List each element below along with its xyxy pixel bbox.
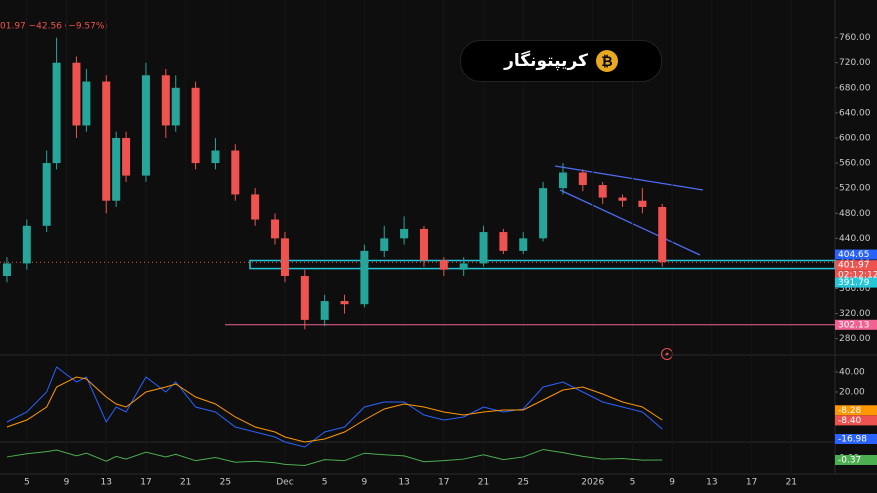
y-tick-label: 640.00 bbox=[839, 108, 871, 118]
x-tick-label: 9 bbox=[64, 478, 70, 488]
indicator-label-box bbox=[835, 415, 877, 426]
candle-body bbox=[598, 185, 607, 198]
candle-body bbox=[72, 62, 81, 126]
indicator-label-box bbox=[835, 405, 877, 416]
x-tick-label: 17 bbox=[438, 478, 449, 488]
x-tick-label: 25 bbox=[518, 478, 529, 488]
price-label-box bbox=[835, 260, 877, 271]
price-label-box bbox=[835, 249, 877, 260]
indicator-label-box bbox=[835, 433, 877, 444]
candle-body bbox=[459, 263, 468, 270]
x-tick-label: 9 bbox=[362, 478, 368, 488]
candle-body bbox=[191, 87, 200, 164]
candle-body bbox=[539, 188, 548, 239]
logo-icon: ₿ bbox=[595, 50, 618, 72]
candle-body bbox=[638, 200, 647, 207]
candle-body bbox=[42, 163, 51, 226]
indicator-line bbox=[6, 376, 663, 443]
candle-body bbox=[439, 260, 448, 270]
candle-body bbox=[658, 206, 667, 263]
logo-text: کریپتونگار bbox=[504, 51, 588, 71]
candle-body bbox=[161, 75, 170, 126]
y-tick-label: 20.00 bbox=[839, 388, 865, 398]
x-tick-label: 13 bbox=[398, 478, 409, 488]
candle-body bbox=[52, 62, 61, 164]
x-tick-label: 21 bbox=[478, 478, 489, 488]
candle-body bbox=[519, 238, 528, 251]
y-tick-label: 280.00 bbox=[839, 334, 871, 344]
candle-body bbox=[618, 197, 627, 201]
candle-body bbox=[211, 150, 220, 164]
candle-body bbox=[320, 301, 329, 320]
price-label-box bbox=[835, 319, 877, 330]
x-tick-label: 13 bbox=[706, 478, 717, 488]
y-tick-label: 320.00 bbox=[839, 309, 871, 319]
candle-body bbox=[300, 275, 309, 320]
x-tick-label: 9 bbox=[669, 478, 675, 488]
candle-body bbox=[479, 232, 488, 264]
candle-body bbox=[2, 263, 11, 276]
y-tick-label: 40.00 bbox=[839, 368, 865, 378]
x-tick-label: 17 bbox=[746, 478, 757, 488]
indicator-label: -8.28 bbox=[838, 406, 862, 416]
x-tick-label: 25 bbox=[220, 478, 231, 488]
indicator-label-box bbox=[835, 454, 877, 465]
y-tick-label: 760.00 bbox=[839, 33, 871, 43]
y-tick-label: 520.00 bbox=[839, 184, 871, 194]
x-tick-label: 13 bbox=[101, 478, 112, 488]
candle-body bbox=[360, 250, 369, 305]
y-tick-label: 680.00 bbox=[839, 83, 871, 93]
y-tick-label: 480.00 bbox=[839, 209, 871, 219]
price-header: 01.97 −42.56 (−9.57%) bbox=[0, 22, 108, 32]
logo: کریپتونگار ₿ bbox=[460, 40, 662, 82]
x-tick-label: 5 bbox=[322, 478, 328, 488]
y-tick-label: 360.00 bbox=[839, 284, 871, 294]
candle-body bbox=[271, 219, 280, 239]
candle-body bbox=[280, 238, 289, 276]
candle-body bbox=[231, 150, 240, 195]
indicator-label: -8.40 bbox=[838, 416, 862, 426]
price-label: 302.13 bbox=[838, 320, 870, 330]
indicator-label: -16.98 bbox=[838, 434, 867, 444]
price-label: 391.79 bbox=[838, 278, 870, 288]
x-tick-label: 5 bbox=[630, 478, 636, 488]
indicator-line bbox=[6, 448, 663, 466]
indicator-line bbox=[6, 366, 663, 448]
y-tick-label: 440.00 bbox=[839, 234, 871, 244]
y-tick-label: 560.00 bbox=[839, 159, 871, 169]
x-tick-label: 2026 bbox=[581, 478, 604, 488]
candle-body bbox=[171, 87, 180, 126]
countdown-box bbox=[835, 270, 877, 281]
trend-line bbox=[559, 189, 701, 256]
x-tick-label: 21 bbox=[786, 478, 797, 488]
x-tick-label: 21 bbox=[180, 478, 191, 488]
indicator-label: -0.37 bbox=[838, 455, 861, 465]
y-tick-label: 720.00 bbox=[839, 58, 871, 68]
candle-body bbox=[22, 225, 31, 264]
candle-body bbox=[340, 301, 349, 305]
candle-body bbox=[141, 75, 150, 176]
candle-body bbox=[380, 238, 389, 251]
countdown: 02:12:12 bbox=[838, 271, 877, 281]
candle-body bbox=[82, 81, 91, 126]
candle-body bbox=[251, 194, 260, 220]
candle-body bbox=[578, 172, 587, 186]
price-label: 401.97 bbox=[838, 261, 870, 271]
candle-body bbox=[102, 81, 111, 201]
candle-body bbox=[499, 232, 508, 251]
candle-body bbox=[400, 228, 409, 239]
candle-body bbox=[122, 137, 131, 176]
trend-line bbox=[554, 165, 704, 191]
x-tick-label: 17 bbox=[140, 478, 151, 488]
x-tick-label: 5 bbox=[24, 478, 30, 488]
x-tick-label: Dec bbox=[276, 478, 293, 488]
y-tick-label: 600.00 bbox=[839, 133, 871, 143]
candle-body bbox=[558, 172, 567, 189]
candle-body bbox=[112, 137, 121, 201]
price-label-box bbox=[835, 277, 877, 288]
candle-body bbox=[419, 228, 428, 261]
price-label: 404.65 bbox=[838, 250, 870, 260]
